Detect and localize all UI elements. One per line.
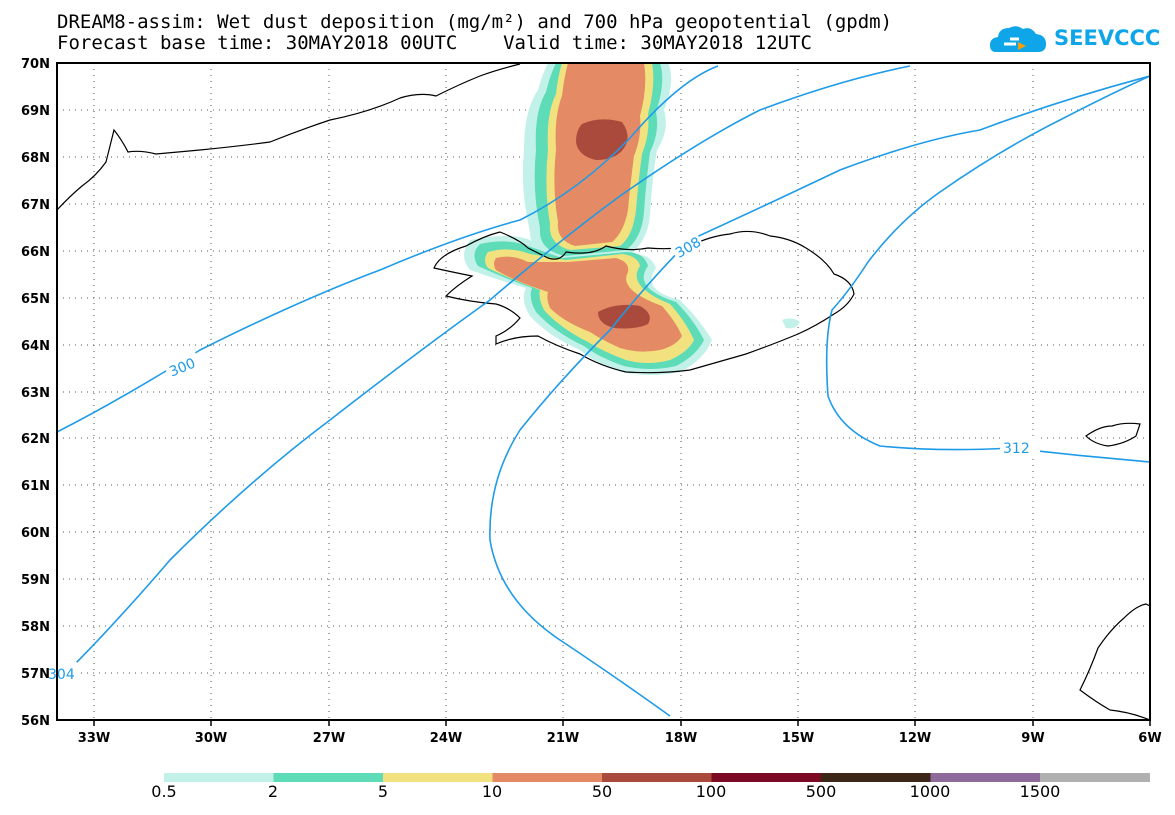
colorbar-label: 1500: [1019, 782, 1061, 801]
lat-label: 62N: [21, 432, 50, 447]
lat-label: 58N: [21, 620, 50, 635]
dust-band-0.5: [782, 318, 800, 329]
lat-label: 69N: [21, 104, 50, 119]
colorbar-swatch: [821, 773, 931, 782]
latitude-labels: 70N 69N 68N 67N 66N 65N 64N 63N 62N 61N …: [21, 57, 50, 729]
colorbar-swatch: [273, 773, 384, 782]
colorbar-swatch: [930, 773, 1041, 782]
lon-label: 21W: [547, 731, 579, 746]
contour-308: [489, 75, 1151, 717]
colorbar-label: 1000: [909, 782, 951, 801]
colorbar-label: 0.5: [151, 782, 177, 801]
lat-label: 68N: [21, 151, 50, 166]
colorbar-label: 500: [805, 782, 837, 801]
lat-label: 64N: [21, 339, 50, 354]
dust-band-50: [598, 304, 650, 329]
coastlines: [56, 63, 1151, 721]
lon-label: 33W: [78, 731, 110, 746]
contour-label-304: 304: [48, 667, 75, 683]
colorbar-swatch: [1040, 773, 1150, 782]
colorbar-label: 2: [267, 782, 279, 801]
dust-plume-north: [522, 63, 672, 262]
lon-label: 30W: [195, 731, 227, 746]
lon-label: 18W: [665, 731, 697, 746]
lon-label: 6W: [1138, 731, 1161, 746]
longitude-labels: 33W 30W 27W 24W 21W 18W 15W 12W 9W 6W: [78, 731, 1162, 746]
lon-label: 24W: [430, 731, 462, 746]
lon-label: 27W: [313, 731, 345, 746]
dust-band-50: [576, 119, 628, 160]
lat-label: 66N: [21, 245, 50, 260]
lat-label: 59N: [21, 573, 50, 588]
lon-label: 12W: [899, 731, 931, 746]
lon-label: 15W: [782, 731, 814, 746]
lat-label: 65N: [21, 292, 50, 307]
contour-312: [825, 75, 1151, 463]
map-title-line-2: Forecast base time: 30MAY2018 00UTC Vali…: [57, 32, 812, 54]
coastline-faroe: [1085, 422, 1141, 447]
logo-text: SEEVCCC: [1054, 26, 1161, 50]
dust-plume-iceland: [464, 236, 800, 375]
lat-label: 57N: [21, 667, 50, 682]
colorbar-swatch: [492, 773, 603, 782]
contour-304: [56, 65, 911, 683]
coastline-iceland: [433, 230, 855, 374]
lat-label: 60N: [21, 526, 50, 541]
map-title-line-1: DREAM8-assim: Wet dust deposition (mg/m²…: [57, 11, 893, 33]
colorbar-label: 5: [377, 782, 389, 801]
cloud-logo-icon: [990, 26, 1046, 52]
contour-label-312: 312: [1003, 441, 1030, 457]
colorbar-swatch: [711, 773, 822, 782]
dust-band-10: [494, 256, 682, 352]
lat-label: 67N: [21, 198, 50, 213]
colorbar-swatch: [602, 773, 712, 782]
colorbar-label: 100: [695, 782, 727, 801]
colorbar-label: 50: [591, 782, 613, 801]
colorbar-label: 10: [481, 782, 503, 801]
lon-label: 9W: [1021, 731, 1044, 746]
lat-label: 56N: [21, 714, 50, 729]
coastline-scotland: [1079, 603, 1151, 721]
lat-label: 61N: [21, 479, 50, 494]
coastline-greenland: [56, 63, 521, 211]
lat-label: 70N: [21, 57, 50, 72]
colorbar: [164, 773, 1150, 782]
colorbar-swatch: [383, 773, 493, 782]
colorbar-swatch: [164, 773, 274, 782]
lat-label: 63N: [21, 386, 50, 401]
